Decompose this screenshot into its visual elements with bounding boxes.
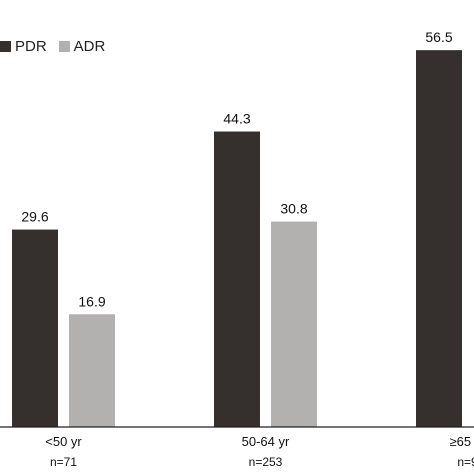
value-label-pdr-2: 56.5 [425, 29, 452, 45]
value-label-adr-1: 30.8 [280, 201, 307, 217]
legend-label-adr: ADR [73, 37, 106, 55]
x-tick-label-2: ≥65 yr [449, 434, 474, 449]
x-tick-label-0: <50 yr [45, 434, 82, 449]
x-tick-count-1: n=253 [249, 455, 283, 469]
value-label-adr-0: 16.9 [78, 293, 105, 309]
bar-adr-0 [69, 314, 115, 427]
bars-group [12, 50, 462, 428]
x-tick-count-0: n=71 [50, 455, 77, 469]
legend-label-pdr: PDR [15, 37, 47, 55]
x-tick-count-2: n=9 [457, 455, 474, 469]
value-label-pdr-0: 29.6 [21, 209, 48, 225]
x-tick-label-1: 50-64 yr [242, 434, 290, 449]
legend: PDR ADR [0, 37, 117, 55]
bar-pdr-2 [416, 50, 462, 428]
bar-pdr-0 [12, 229, 58, 427]
x-tick-labels-group: <50 yr n=71 50-64 yr n=253 ≥65 yr n=9 [45, 434, 474, 469]
value-labels-group: 29.6 16.9 44.3 30.8 56.5 [21, 29, 452, 309]
value-label-pdr-1: 44.3 [223, 111, 250, 127]
legend-swatch-pdr [0, 40, 11, 52]
legend-item-pdr: PDR [0, 38, 47, 55]
bar-adr-1 [271, 221, 317, 427]
bar-pdr-1 [214, 131, 260, 428]
legend-item-adr: ADR [58, 37, 106, 55]
legend-swatch-adr [58, 40, 70, 52]
